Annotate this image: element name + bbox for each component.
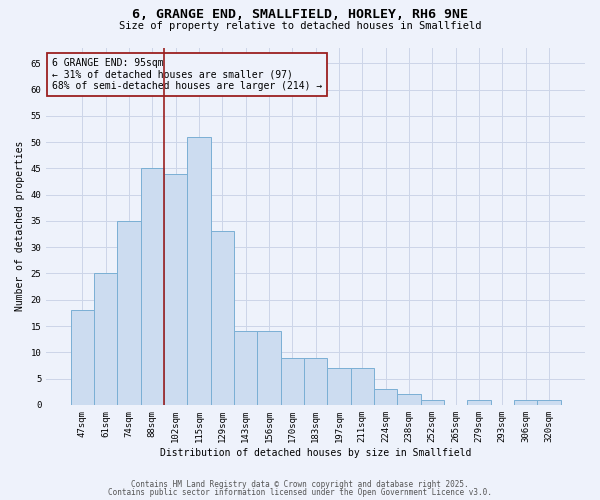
Text: Contains public sector information licensed under the Open Government Licence v3: Contains public sector information licen… <box>108 488 492 497</box>
Bar <box>514 400 537 405</box>
Bar <box>304 358 327 405</box>
Bar <box>281 358 304 405</box>
Bar <box>211 232 234 405</box>
Bar <box>537 400 560 405</box>
Bar <box>164 174 187 405</box>
Bar <box>421 400 444 405</box>
Bar <box>71 310 94 405</box>
Bar <box>234 332 257 405</box>
Text: 6, GRANGE END, SMALLFIELD, HORLEY, RH6 9NE: 6, GRANGE END, SMALLFIELD, HORLEY, RH6 9… <box>132 8 468 20</box>
Bar <box>374 389 397 405</box>
Text: Size of property relative to detached houses in Smallfield: Size of property relative to detached ho… <box>119 21 481 31</box>
Bar <box>397 394 421 405</box>
Bar <box>327 368 350 405</box>
Text: 6 GRANGE END: 95sqm
← 31% of detached houses are smaller (97)
68% of semi-detach: 6 GRANGE END: 95sqm ← 31% of detached ho… <box>52 58 322 92</box>
Bar <box>118 221 140 405</box>
Y-axis label: Number of detached properties: Number of detached properties <box>15 141 25 312</box>
Text: Contains HM Land Registry data © Crown copyright and database right 2025.: Contains HM Land Registry data © Crown c… <box>131 480 469 489</box>
Bar <box>257 332 281 405</box>
Bar <box>94 274 118 405</box>
Bar <box>467 400 491 405</box>
Bar <box>187 137 211 405</box>
Bar <box>350 368 374 405</box>
X-axis label: Distribution of detached houses by size in Smallfield: Distribution of detached houses by size … <box>160 448 471 458</box>
Bar <box>140 168 164 405</box>
